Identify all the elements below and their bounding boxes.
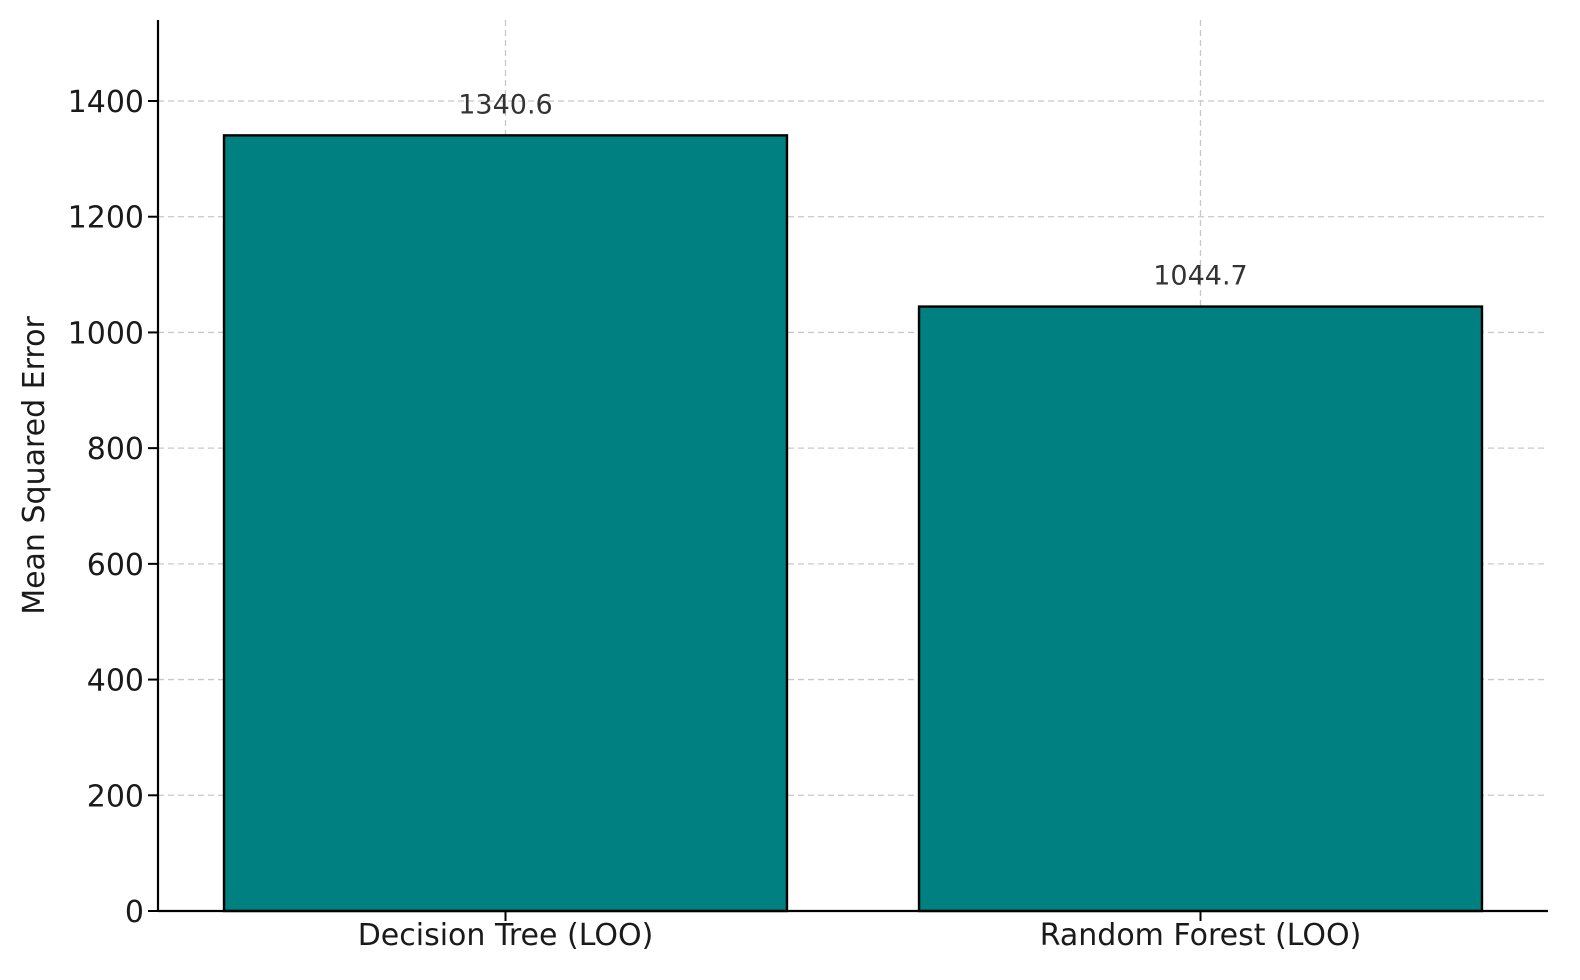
y-tick-label: 1400: [68, 85, 144, 120]
x-tick-label: Decision Tree (LOO): [358, 918, 654, 953]
bar-value-label: 1340.6: [458, 89, 552, 120]
y-axis-title: Mean Squared Error: [17, 316, 52, 615]
bar: [222, 134, 789, 913]
y-tick-label: 1000: [68, 316, 144, 351]
x-tick-label: Random Forest (LOO): [1040, 918, 1362, 953]
bar: [917, 305, 1484, 913]
y-ticks: 0 200 400 600 800 1000 1200 1400: [68, 85, 158, 930]
y-tick-label: 200: [87, 779, 144, 814]
bar-value-label: 1044.7: [1153, 261, 1247, 292]
value-labels: 1340.6 1044.7: [458, 89, 1247, 291]
axes-layer: [156, 20, 1548, 913]
y-tick-label: 400: [87, 664, 144, 699]
bars-layer: [222, 134, 1484, 913]
y-tick-label: 1200: [68, 201, 144, 236]
y-tick-label: 800: [87, 432, 144, 467]
x-ticks: Decision Tree (LOO) Random Forest (LOO): [358, 911, 1362, 953]
y-tick-label: 600: [87, 548, 144, 583]
y-tick-label: 0: [125, 895, 144, 930]
